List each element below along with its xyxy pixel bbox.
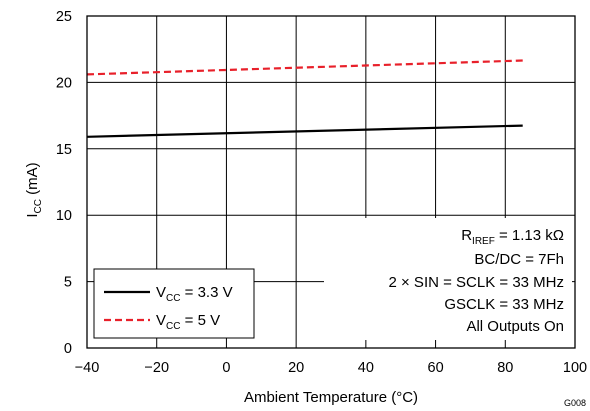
x-tick-label: 40 — [358, 360, 374, 376]
x-tick-label: 100 — [563, 360, 587, 376]
legend-box — [93, 268, 255, 339]
series-line-vcc-3v3 — [86, 124, 523, 138]
legend: VCC = 3.3 V VCC = 5 V — [93, 268, 255, 339]
x-tick-label: 20 — [288, 360, 304, 376]
y-axis-title: ICC (mA) — [24, 162, 44, 217]
x-tick-label: 60 — [428, 360, 444, 376]
annotation-gsclk: GSCLK = 33 MHz — [444, 296, 564, 313]
annotation-bcdc: BC/DC = 7Fh — [474, 251, 564, 268]
x-axis-title: Ambient Temperature (°C) — [244, 389, 418, 406]
annotation-outputs: All Outputs On — [466, 318, 564, 335]
y-tick-labels: 0 5 10 15 20 25 — [56, 9, 72, 357]
x-tick-label: −40 — [75, 360, 100, 376]
legend-label-vcc-3v3: VCC = 3.3 V — [156, 284, 233, 304]
y-tick-label: 25 — [56, 9, 72, 25]
annotation-background — [324, 218, 572, 340]
y-tick-label: 20 — [56, 75, 72, 91]
series-group — [86, 59, 523, 138]
x-tick-labels: −40 −20 0 20 40 60 80 100 — [75, 360, 587, 376]
y-tick-label: 0 — [64, 341, 72, 357]
series-line-vcc-5v — [86, 59, 523, 76]
x-tick-label: 0 — [222, 360, 230, 376]
y-tick-label: 10 — [56, 208, 72, 224]
legend-label-vcc-5v: VCC = 5 V — [156, 312, 220, 332]
x-tick-label: −20 — [144, 360, 169, 376]
conditions-annotation: RIREF = 1.13 kΩ BC/DC = 7Fh 2 × SIN = SC… — [324, 218, 572, 340]
figure-id: G008 — [564, 398, 586, 408]
annotation-sin-sclk: 2 × SIN = SCLK = 33 MHz — [389, 274, 565, 291]
y-tick-label: 15 — [56, 142, 72, 158]
x-tick-label: 80 — [497, 360, 513, 376]
y-tick-label: 5 — [64, 275, 72, 291]
plot-frame — [86, 15, 576, 349]
annotation-riref: RIREF = 1.13 kΩ — [461, 227, 564, 247]
